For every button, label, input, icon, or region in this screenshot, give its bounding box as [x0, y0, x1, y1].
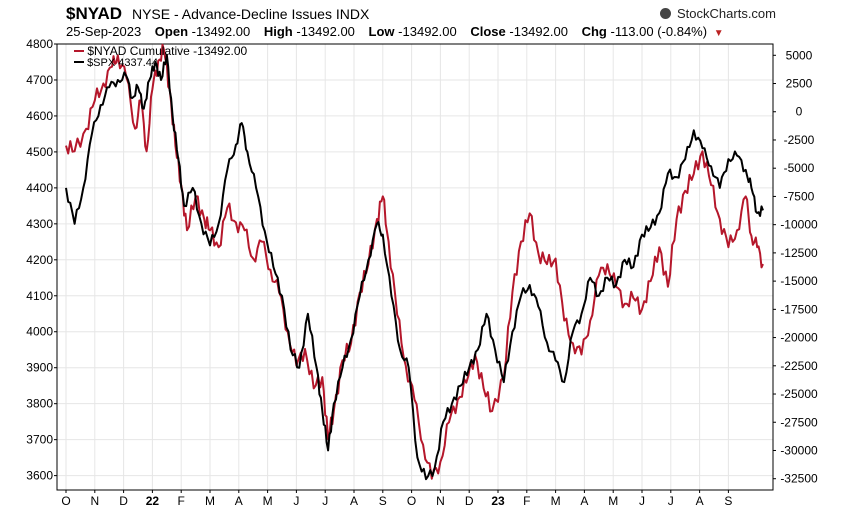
close-value: -13492.00 — [509, 24, 568, 39]
left-tick-label: 4000 — [26, 325, 53, 339]
right-tick-label: -12500 — [780, 246, 818, 260]
right-tick-label: -25000 — [780, 387, 818, 401]
right-tick-label: 0 — [796, 105, 803, 119]
left-tick-label: 4600 — [26, 109, 53, 123]
close-label: Close — [470, 24, 506, 39]
x-tick-label: M — [608, 494, 618, 508]
x-tick-label: D — [465, 494, 474, 508]
left-tick-label: 4100 — [26, 289, 53, 303]
legend-spx: $SPX 4337.44 — [74, 57, 158, 69]
open-label: Open — [154, 24, 189, 39]
chart-header: $NYAD NYSE - Advance-Decline Issues INDX… — [0, 0, 848, 44]
right-tick-label: -17500 — [780, 302, 818, 316]
brand-watermark: StockCharts.com — [660, 6, 776, 21]
x-tick-label: M — [205, 494, 215, 508]
x-tick-label: J — [322, 494, 328, 508]
x-tick-label: N — [90, 494, 99, 508]
legend-spx-swatch — [74, 61, 84, 63]
x-tick-label: J — [668, 494, 674, 508]
x-tick-label: A — [580, 494, 588, 508]
left-tick-label: 4800 — [26, 37, 53, 51]
x-tick-label: A — [350, 494, 358, 508]
right-tick-label: 5000 — [786, 48, 813, 62]
left-tick-label: 4700 — [26, 73, 53, 87]
spx-series-line — [65, 53, 764, 481]
high-value: -13492.00 — [296, 24, 355, 39]
right-tick-label: -27500 — [780, 415, 818, 429]
right-tick-label: -22500 — [780, 359, 818, 373]
x-tick-label: N — [436, 494, 445, 508]
left-tick-label: 3600 — [26, 469, 53, 483]
left-tick-label: 4400 — [26, 181, 53, 195]
right-tick-label: -7500 — [784, 189, 815, 203]
x-tick-label: M — [263, 494, 273, 508]
x-tick-label: O — [61, 494, 70, 508]
right-tick-label: -20000 — [780, 331, 818, 345]
right-tick-label: 2500 — [786, 77, 813, 91]
x-tick-label: 22 — [146, 494, 160, 508]
left-tick-label: 4300 — [26, 217, 53, 231]
title-line: $NYAD NYSE - Advance-Decline Issues INDX — [66, 4, 369, 24]
x-tick-label: S — [724, 494, 732, 508]
right-tick-label: -32500 — [780, 472, 818, 486]
x-axis: O N D 22 F M A M J J A S O N D 23 F M A M J J A S — [61, 490, 732, 508]
nyad-series-line — [65, 43, 764, 480]
left-tick-label: 4200 — [26, 253, 53, 267]
quote-date: 25-Sep-2023 — [66, 24, 142, 39]
right-tick-label: -2500 — [784, 133, 815, 147]
x-tick-label: F — [523, 494, 530, 508]
legend-nyad: $NYAD Cumulative -13492.00 — [74, 44, 247, 58]
x-tick-label: F — [178, 494, 185, 508]
chg-label: Chg — [581, 24, 607, 39]
right-tick-label: -5000 — [784, 161, 815, 175]
right-axis: 5000 2500 0 -2500 -5000 -7500 -10000 -12500 -150… — [773, 48, 818, 486]
x-tick-label: O — [407, 494, 416, 508]
right-tick-label: -30000 — [780, 443, 818, 457]
open-value: -13492.00 — [191, 24, 251, 39]
plot-frame — [56, 43, 774, 491]
symbol-label: $NYAD — [66, 4, 123, 23]
left-tick-label: 3900 — [26, 361, 53, 375]
left-axis: 4800 4700 4600 4500 4400 4300 4200 4100 4000 3900… — [26, 37, 57, 483]
x-tick-label: D — [119, 494, 128, 508]
x-tick-label: A — [696, 494, 704, 508]
high-label: High — [263, 24, 293, 39]
caret-down-icon[interactable]: ▼ — [713, 28, 724, 39]
grid-lines — [57, 44, 773, 490]
chg-value: -113.00 (-0.84%) — [610, 24, 708, 39]
x-tick-label: M — [551, 494, 561, 508]
legend-nyad-label: $NYAD Cumulative -13492.00 — [87, 44, 248, 58]
left-tick-label: 3800 — [26, 397, 53, 411]
right-tick-label: -10000 — [780, 218, 818, 232]
low-label: Low — [368, 24, 395, 39]
x-tick-label: J — [293, 494, 299, 508]
left-tick-label: 4500 — [26, 145, 53, 159]
right-tick-label: -15000 — [780, 274, 818, 288]
left-tick-label: 3700 — [26, 433, 53, 447]
x-tick-label: J — [639, 494, 645, 508]
brand-name: StockCharts.com — [677, 6, 776, 21]
copyright-icon — [660, 8, 672, 19]
low-value: -13492.00 — [398, 24, 457, 39]
legend-nyad-swatch — [74, 50, 84, 52]
legend-spx-label: $SPX 4337.44 — [87, 57, 159, 69]
symbol-description: NYSE - Advance-Decline Issues INDX — [131, 6, 370, 22]
x-tick-label: S — [379, 494, 387, 508]
x-tick-label: 23 — [491, 494, 505, 508]
series-lines — [65, 43, 764, 481]
x-tick-label: A — [235, 494, 243, 508]
ohlc-line: 25-Sep-2023 Open -13492.00 High -13492.0… — [66, 24, 724, 39]
